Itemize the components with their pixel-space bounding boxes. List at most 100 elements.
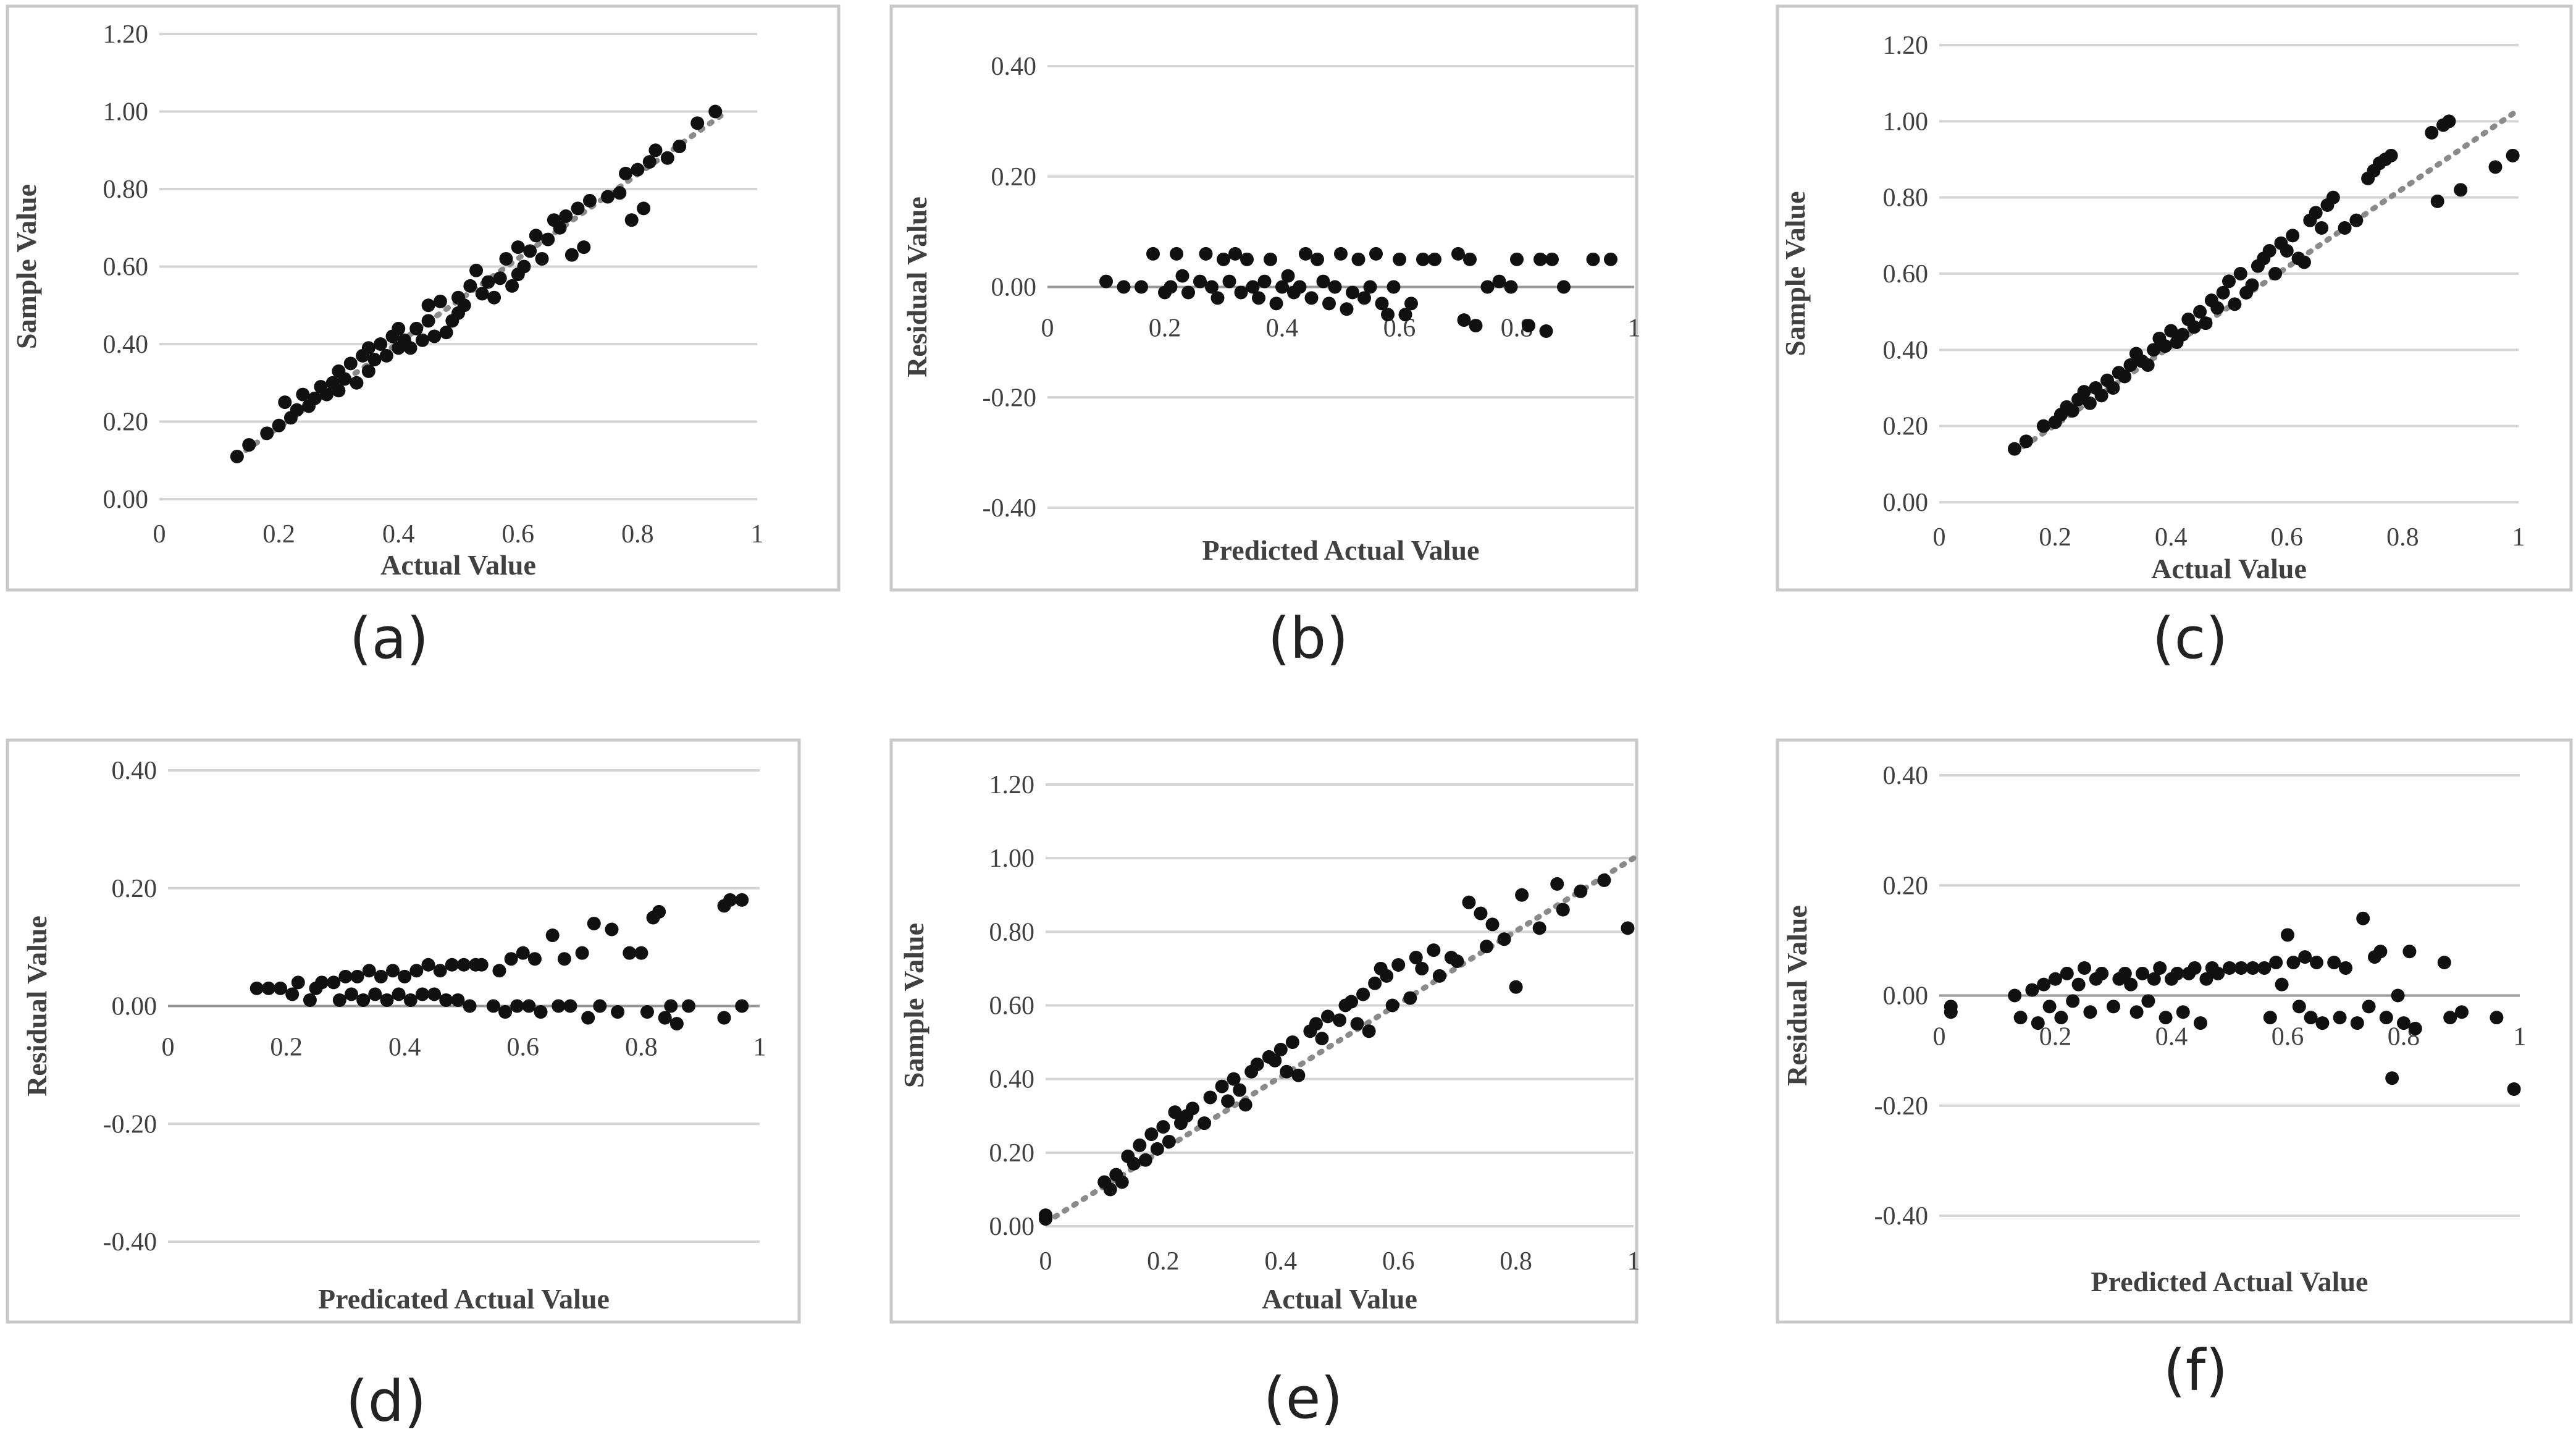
y-tick-label: 0.00 bbox=[989, 1213, 1035, 1241]
data-point bbox=[2385, 1071, 2399, 1085]
data-point bbox=[1170, 246, 1183, 261]
data-point bbox=[2430, 194, 2444, 208]
data-point bbox=[1362, 1024, 1376, 1038]
x-tick-label: 0.8 bbox=[2386, 523, 2419, 552]
y-tick-label: 0.60 bbox=[1883, 260, 1929, 288]
x-tick-label: 0.2 bbox=[2039, 523, 2071, 552]
data-point bbox=[492, 964, 506, 978]
data-point bbox=[690, 116, 705, 130]
data-point bbox=[1427, 943, 1441, 958]
data-point bbox=[2286, 956, 2301, 970]
data-point bbox=[658, 1011, 672, 1025]
data-point bbox=[1285, 1035, 1299, 1050]
data-point bbox=[2310, 956, 2323, 970]
data-point bbox=[296, 387, 310, 402]
data-point bbox=[379, 348, 393, 363]
data-point bbox=[1398, 308, 1412, 322]
data-point bbox=[1099, 274, 1113, 288]
data-point bbox=[2159, 1011, 2173, 1025]
data-point bbox=[517, 259, 531, 274]
data-point bbox=[367, 353, 382, 367]
data-point bbox=[409, 964, 424, 978]
data-point bbox=[2194, 1016, 2207, 1030]
data-point bbox=[2488, 160, 2503, 174]
data-point bbox=[260, 426, 274, 440]
data-point bbox=[1198, 1116, 1212, 1131]
x-tick-label: 0.6 bbox=[507, 1034, 540, 1062]
data-point bbox=[2443, 1011, 2457, 1025]
data-point bbox=[2349, 213, 2364, 227]
data-point bbox=[2228, 297, 2242, 311]
data-point bbox=[619, 166, 633, 180]
data-point bbox=[1250, 1057, 1264, 1071]
data-point bbox=[2222, 274, 2236, 288]
y-tick-label: -0.20 bbox=[983, 384, 1037, 412]
y-tick-label: 0.40 bbox=[989, 1066, 1035, 1094]
data-point bbox=[278, 395, 292, 410]
data-point bbox=[1369, 246, 1383, 261]
data-point bbox=[2211, 966, 2225, 980]
data-point bbox=[1432, 969, 1446, 983]
data-point bbox=[1345, 995, 1359, 1009]
data-point bbox=[605, 922, 619, 937]
x-tick-label: 0 bbox=[1039, 1247, 1052, 1276]
data-point bbox=[1462, 895, 1476, 909]
panel-d: -0.40 -0.20 0.00 0.20 0.40 0 0.2 0.4 0.6 0.8 1 Pred… bbox=[6, 738, 801, 1434]
data-point bbox=[1574, 884, 1588, 898]
y-tick-label: 0.60 bbox=[989, 992, 1035, 1021]
x-axis-title: Actual Value bbox=[2151, 553, 2307, 584]
y-tick-label: 1.20 bbox=[989, 771, 1035, 799]
data-point bbox=[2292, 1000, 2306, 1014]
data-point bbox=[2304, 1011, 2318, 1025]
data-point bbox=[1156, 1120, 1170, 1134]
data-point bbox=[1409, 951, 1423, 965]
data-point bbox=[648, 143, 663, 158]
data-point bbox=[439, 993, 453, 1007]
data-point bbox=[1315, 1032, 1329, 1046]
data-point bbox=[361, 341, 375, 355]
data-point bbox=[1621, 921, 1635, 935]
data-point bbox=[2326, 190, 2340, 204]
data-point bbox=[1162, 1134, 1176, 1148]
data-point bbox=[1492, 274, 1506, 288]
panel-frame bbox=[1776, 4, 2573, 592]
data-point bbox=[2129, 1005, 2144, 1019]
y-axis-title: Sample Value bbox=[898, 923, 929, 1088]
y-axis-title: Residual Value bbox=[1781, 905, 1813, 1086]
data-point bbox=[498, 1005, 513, 1019]
x-axis-title: Predicted Actual Value bbox=[2091, 1266, 2368, 1297]
data-point bbox=[362, 964, 376, 978]
x-tick-label: 0.2 bbox=[262, 520, 295, 549]
data-point bbox=[332, 384, 346, 398]
data-point bbox=[398, 969, 412, 983]
panel-caption: (d) bbox=[346, 1368, 426, 1434]
data-point bbox=[1186, 1101, 1199, 1116]
data-point bbox=[2170, 966, 2184, 980]
data-point bbox=[2280, 244, 2294, 258]
data-point bbox=[1522, 319, 1535, 333]
x-tick-label: 1 bbox=[2514, 1023, 2527, 1051]
data-point bbox=[2275, 977, 2289, 992]
data-point bbox=[682, 999, 696, 1013]
data-point bbox=[427, 329, 442, 343]
data-point bbox=[564, 248, 579, 262]
data-point bbox=[475, 287, 489, 301]
y-tick-label: 0.20 bbox=[989, 1139, 1035, 1168]
y-tick-label: 0.20 bbox=[103, 408, 149, 437]
data-point bbox=[1133, 1138, 1147, 1152]
data-point bbox=[315, 975, 329, 990]
panel-caption: (f) bbox=[2163, 1337, 2228, 1404]
data-point bbox=[2008, 988, 2022, 1003]
data-point bbox=[1273, 1043, 1288, 1056]
data-point bbox=[2391, 988, 2405, 1003]
data-point bbox=[2379, 1011, 2393, 1025]
x-tick-label: 0.4 bbox=[2155, 523, 2188, 552]
data-point bbox=[1280, 1064, 1294, 1079]
x-tick-label: 0 bbox=[1933, 1023, 1946, 1051]
y-tick-label: 0.60 bbox=[103, 253, 149, 282]
data-point bbox=[415, 987, 429, 1001]
data-point bbox=[1532, 921, 1546, 935]
data-point bbox=[1387, 280, 1401, 294]
data-point bbox=[541, 232, 555, 246]
data-point bbox=[2095, 966, 2109, 980]
